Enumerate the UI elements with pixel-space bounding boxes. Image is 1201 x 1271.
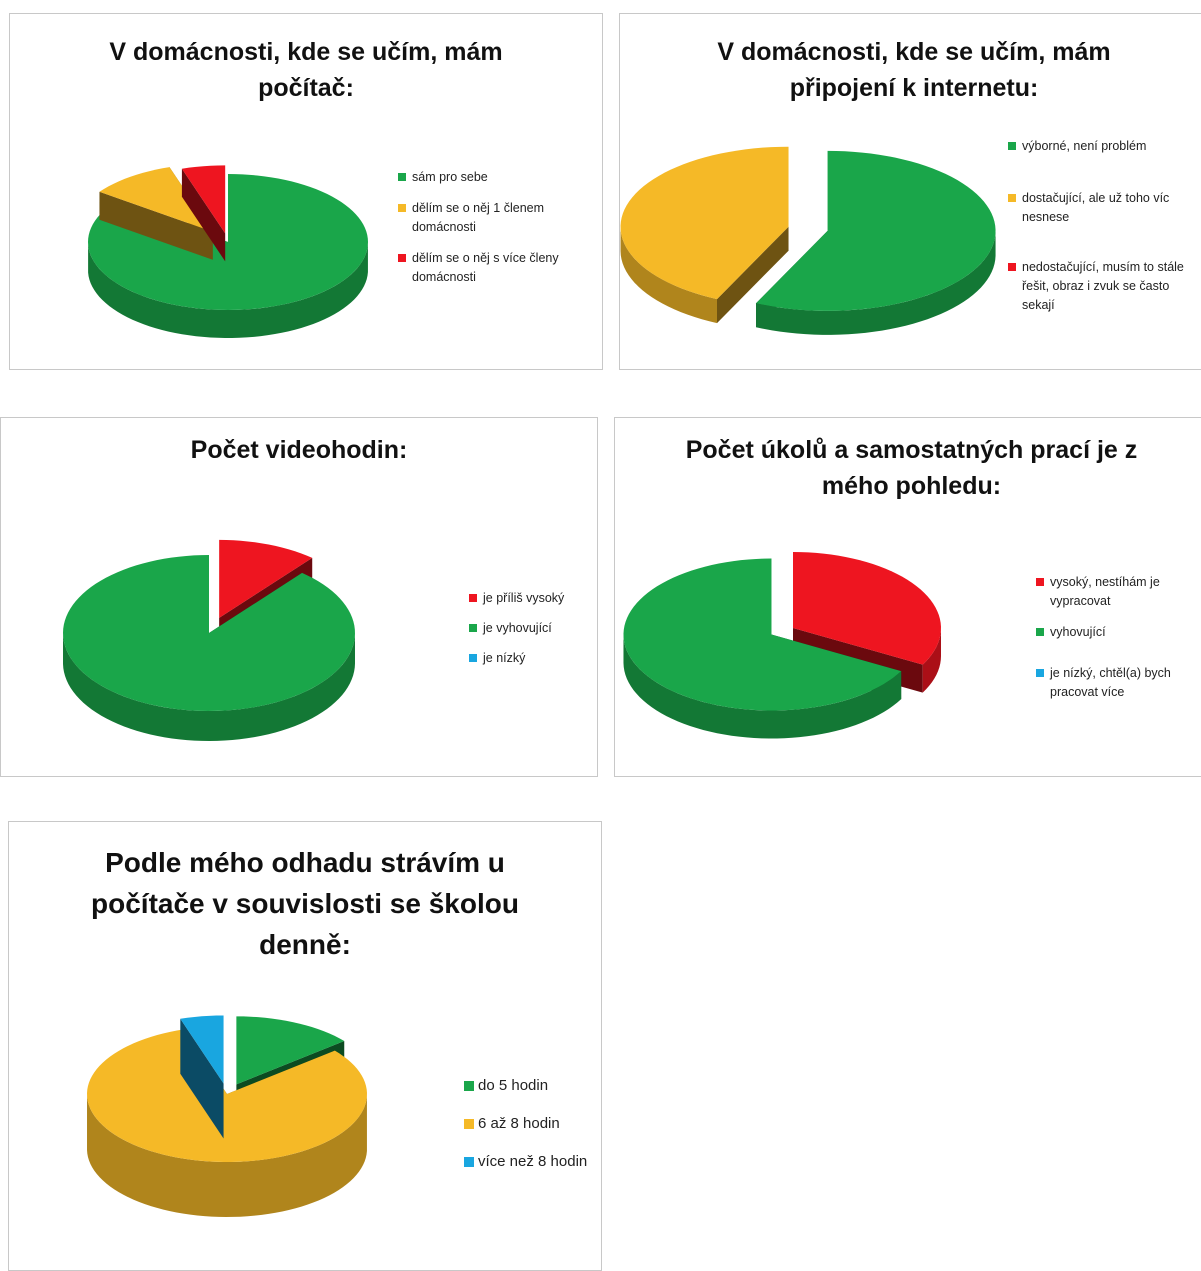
legend-swatch: [398, 204, 406, 212]
pie-slice: [99, 167, 213, 260]
chart-legend: výborné, není problém dostačující, ale u…: [1008, 137, 1201, 315]
pie-slice-top: [99, 167, 213, 232]
pie-slice: [180, 1015, 224, 1139]
legend-swatch: [1008, 194, 1016, 202]
legend-swatch: [469, 594, 477, 602]
chart-panel-hours: Podle mého odhadu strávím u počítače v s…: [8, 821, 602, 1271]
chart-title: Počet úkolů a samostatných prací je z mé…: [685, 436, 1138, 500]
chart-legend: vysoký, nestíhám je vypracovat vyhovujíc…: [1036, 573, 1201, 702]
chart-title: Počet videohodin:: [190, 436, 408, 464]
pie-slice: [63, 555, 355, 741]
chart-title: V domácnosti, kde se učím, mám připojení…: [717, 38, 1111, 102]
legend-item: dělím se o něj s více členy domácnosti: [398, 249, 598, 287]
legend-item: je vyhovující: [469, 613, 597, 643]
legend-item: vysoký, nestíhám je vypracovat: [1036, 573, 1201, 611]
chart-legend: sám pro sebe dělím se o něj 1 členem dom…: [398, 168, 598, 287]
legend-item: 6 až 8 hodin: [464, 1105, 600, 1143]
legend-item: je nízký, chtěl(a) bych pracovat více: [1036, 664, 1201, 702]
pie-slice-side: [756, 231, 996, 335]
pie-slice-top: [236, 1016, 345, 1085]
chart-panel-computer: V domácnosti, kde se učím, mám počítač: …: [9, 13, 603, 370]
legend-swatch: [469, 624, 477, 632]
pie-slice: [87, 1029, 367, 1217]
legend-swatch: [398, 173, 406, 181]
chart-panel-videolessons: Počet videohodin: je příliš vysoký je vy…: [0, 417, 598, 777]
pie-slice-top: [620, 146, 789, 300]
legend-item: výborné, není problém: [1008, 137, 1201, 156]
legend-swatch: [398, 254, 406, 262]
pie-slice-top: [87, 1029, 367, 1162]
legend-swatch: [1036, 578, 1044, 586]
pie-slice-top: [180, 1015, 224, 1084]
pie-slice: [620, 146, 789, 324]
pie-chart: [63, 539, 355, 741]
pie-slice-wall: [716, 226, 789, 324]
pie-chart: [623, 552, 941, 739]
legend-item: je příliš vysoký: [469, 583, 597, 613]
legend-item: nedostačující, musím to stále řešit, obr…: [1008, 258, 1201, 315]
legend-swatch: [1008, 263, 1016, 271]
pie-chart: [88, 165, 368, 338]
pie-slice: [756, 150, 996, 335]
pie-slice-top: [181, 165, 226, 234]
legend-item: je nízký: [469, 643, 597, 673]
pie-slice-side: [63, 633, 355, 741]
chart-title: V domácnosti, kde se učím, mám počítač:: [109, 38, 503, 102]
chart-legend: do 5 hodin 6 až 8 hodin více než 8 hodin: [464, 1067, 600, 1181]
pie-slice-side: [623, 635, 902, 739]
pie-chart: [620, 146, 996, 335]
pie-slice: [623, 558, 902, 739]
chart-title: Podle mého odhadu strávím u počítače v s…: [91, 847, 519, 960]
pie-slice-wall: [180, 1018, 224, 1139]
pie-slice-top: [88, 174, 368, 310]
legend-item: do 5 hodin: [464, 1067, 600, 1105]
pie-slice-side: [87, 1095, 367, 1217]
pie-slice-side: [922, 628, 941, 693]
pie-slice-top: [793, 552, 941, 665]
legend-swatch: [1036, 669, 1044, 677]
pie-slice-top: [219, 539, 313, 618]
pie-slice-wall: [181, 168, 226, 262]
legend-swatch: [1008, 142, 1016, 150]
legend-item: sám pro sebe: [398, 168, 598, 187]
pie-chart: [87, 1015, 367, 1217]
pie-slice-side: [620, 227, 717, 324]
legend-swatch: [469, 654, 477, 662]
legend-swatch: [464, 1081, 474, 1091]
pie-slice: [181, 165, 226, 262]
pie-slice-wall: [99, 191, 213, 260]
pie-slice-top: [63, 555, 355, 711]
chart-panel-internet: V domácnosti, kde se učím, mám připojení…: [619, 13, 1201, 370]
legend-swatch: [464, 1157, 474, 1167]
legend-item: dostačující, ale už toho víc nesnese: [1008, 189, 1201, 227]
chart-panel-assignments: Počet úkolů a samostatných prací je z mé…: [614, 417, 1201, 777]
legend-swatch: [464, 1119, 474, 1129]
legend-swatch: [1036, 628, 1044, 636]
legend-item: vyhovující: [1036, 623, 1201, 642]
chart-legend: je příliš vysoký je vyhovující je nízký: [469, 583, 597, 673]
legend-item: více než 8 hodin: [464, 1143, 600, 1181]
legend-item: dělím se o něj 1 členem domácnosti: [398, 199, 582, 237]
pie-slice-side: [88, 244, 368, 338]
pie-slice-top: [623, 558, 902, 711]
pie-slice-top: [756, 150, 996, 311]
